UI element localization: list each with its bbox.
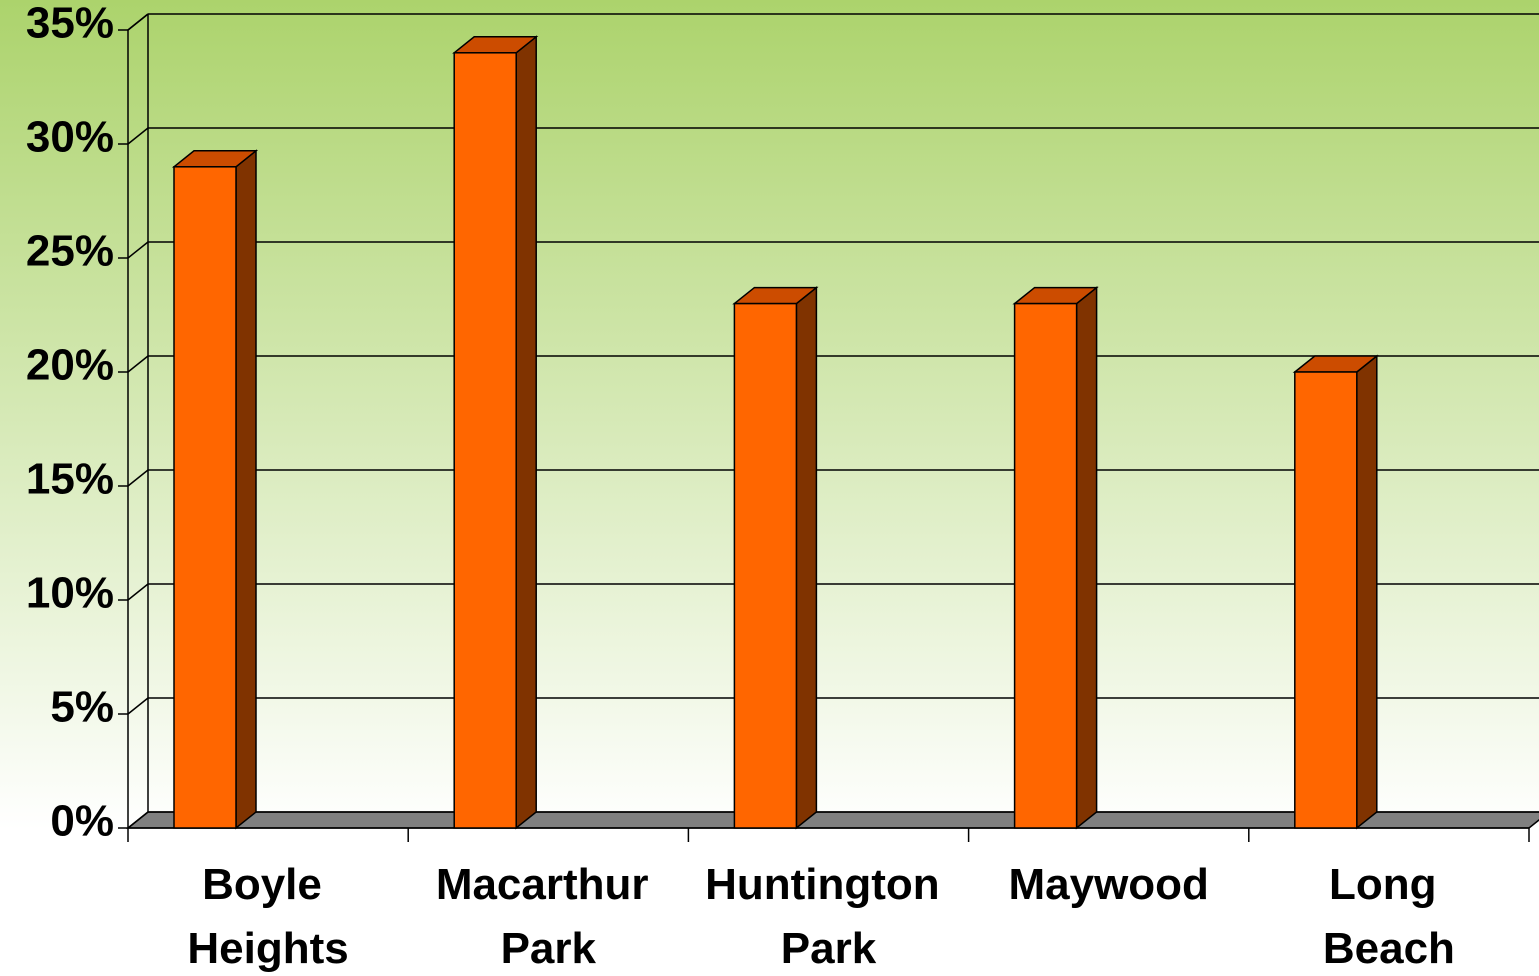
- bar-side: [1356, 354, 1378, 830]
- bar-front: [1013, 302, 1078, 829]
- x-tick-label: Long Beach: [1323, 860, 1455, 973]
- bar: [732, 286, 819, 830]
- grid-line-side: [127, 811, 149, 829]
- bar: [452, 35, 539, 830]
- y-tick-label: 35%: [26, 0, 114, 48]
- x-tick-label: Maywood: [1008, 860, 1208, 909]
- bar: [171, 149, 259, 830]
- grid-line-side: [127, 13, 149, 31]
- grid-line-side: [127, 127, 149, 145]
- grid-line-side: [127, 241, 149, 259]
- y-tick-label: 20%: [26, 341, 114, 390]
- y-tick-label: 15%: [26, 455, 114, 504]
- y-tick-label: 0%: [50, 797, 114, 846]
- grid-line-side: [127, 469, 149, 487]
- bar: [1292, 354, 1379, 830]
- bar-front: [733, 302, 798, 829]
- x-tick-label: Macarthur Park: [436, 860, 661, 973]
- bar-side: [795, 286, 818, 830]
- bar-side: [515, 35, 537, 830]
- grid-line-side: [127, 583, 149, 601]
- x-tick-label: Boyle Heights: [187, 860, 348, 973]
- bar: [1012, 286, 1099, 830]
- bar-front: [1294, 371, 1358, 829]
- y-tick-label: 10%: [26, 569, 114, 618]
- grid-line-side: [127, 355, 149, 373]
- bar-side: [235, 149, 257, 830]
- y-tick-label: 30%: [26, 113, 114, 162]
- y-tick-label: 25%: [26, 227, 114, 276]
- x-tick-label: Huntington Park: [705, 860, 952, 973]
- bar-front: [173, 166, 237, 829]
- bar-front: [453, 52, 517, 829]
- bar-side: [1075, 286, 1098, 830]
- y-tick-label: 5%: [50, 683, 114, 732]
- grid-line-side: [127, 697, 149, 715]
